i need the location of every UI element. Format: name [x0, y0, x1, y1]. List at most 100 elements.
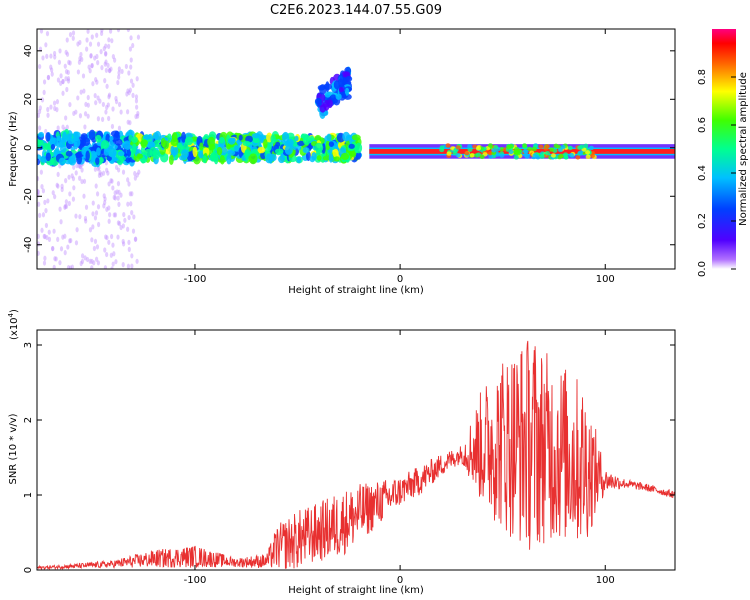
spectrogram-cell [583, 143, 589, 149]
spectrogram-speckle [38, 212, 42, 218]
spectrogram-speckle [107, 92, 112, 98]
spectrogram-speckle [114, 99, 119, 105]
spectrogram-cell [332, 148, 339, 158]
spectrogram-speckle [105, 83, 109, 89]
spectrogram-cell [523, 152, 529, 158]
spectrogram-speckle [65, 86, 69, 93]
spectrogram-cell [479, 154, 485, 160]
spectrogram-speckle [47, 236, 52, 242]
spectrogram-speckle [60, 186, 64, 193]
spectrogram-cell [455, 153, 461, 158]
spectrogram-speckle [110, 38, 114, 44]
spectrogram-speckle [126, 226, 130, 232]
spectrogram-speckle [121, 169, 126, 175]
spectrogram-speckle [77, 59, 82, 65]
spectrogram-cell [445, 143, 451, 148]
spectrogram-speckle [113, 195, 117, 201]
spectrogram-speckle [52, 228, 56, 234]
snr-background [37, 330, 675, 570]
spectrogram-cell [464, 150, 470, 156]
spectrogram-speckle [126, 109, 130, 115]
spectrogram-cell [588, 145, 594, 151]
spectrogram-cell [203, 134, 210, 140]
spectrogram-cell [538, 144, 544, 150]
spectrogram-speckle [67, 59, 71, 65]
spectrogram-cell [177, 142, 183, 148]
spectrogram-speckle [50, 67, 54, 73]
spectrogram-speckle [96, 41, 101, 47]
spectrogram-cell [274, 148, 284, 154]
spectrogram-speckle [125, 91, 129, 97]
spectrogram-speckle [45, 31, 50, 37]
spectrogram-speckle [88, 258, 92, 264]
spectrogram-cell [181, 131, 186, 143]
snr-y-label: SNR (10 * v/v) [8, 413, 19, 484]
spectrogram-cell [575, 155, 581, 160]
spectrogram-y-label: Frequency (Hz) [8, 111, 19, 187]
spectrogram-speckle [55, 99, 60, 105]
spectrogram-cell [234, 145, 240, 152]
spectrogram-speckle [90, 265, 94, 269]
spectrogram-speckle [66, 244, 70, 250]
spectrogram-cell [265, 153, 273, 164]
spectrogram-speckle [107, 205, 111, 211]
spectrogram-speckle [93, 55, 97, 61]
spectrogram-speckle [109, 66, 113, 72]
spectrogram-cell [316, 155, 322, 161]
spectrogram-speckle [77, 163, 81, 169]
spectrogram-speckle [126, 119, 130, 125]
spectrogram-cell [263, 138, 268, 149]
spectrogram-speckle [127, 70, 131, 76]
spectrogram-speckle [53, 256, 57, 262]
spectrogram-cell [281, 131, 290, 143]
spectrogram-speckle [41, 55, 45, 61]
spectrogram-cell [238, 134, 243, 141]
spectrogram-speckle [129, 35, 133, 41]
spectrogram-speckle [88, 227, 93, 233]
spectrogram-speckle [93, 215, 98, 221]
spectrogram-speckle [85, 46, 89, 52]
spectrogram-speckle [64, 203, 69, 209]
spectrogram-speckle [94, 256, 99, 262]
spectrogram-speckle [58, 206, 62, 212]
spectrogram-cell [302, 134, 311, 146]
snr-multiplier-exp: 4 [7, 312, 15, 317]
spectrogram-speckle [64, 49, 68, 55]
spectrogram-cell [488, 154, 494, 159]
spectrogram-speckle [66, 78, 71, 84]
spectrogram-speckle [44, 128, 48, 135]
spectrogram-speckle [66, 69, 70, 76]
spectrogram-speckle [117, 221, 122, 227]
spectrogram-speckle [111, 242, 115, 248]
spectrogram-speckle [95, 53, 99, 60]
spectrogram-speckle [117, 74, 121, 80]
spectrogram-cell [171, 132, 178, 143]
spectrogram-speckle [68, 191, 72, 197]
spectrogram-cell [579, 144, 585, 149]
spectrogram-x-label: Height of straight line (km) [288, 285, 424, 296]
spectrogram-cell [95, 134, 102, 143]
spectrogram-speckle [46, 198, 50, 204]
spectrogram-speckle [134, 94, 139, 100]
spectrogram-cell [355, 151, 362, 160]
spectrogram-cell [476, 152, 482, 157]
spectrogram-speckle [100, 65, 104, 71]
spectrogram-speckle [72, 185, 76, 191]
spectrogram-speckle [104, 59, 108, 65]
spectrogram-speckle [37, 250, 40, 256]
x-tick-label: -100 [184, 274, 207, 285]
spectrogram-cell [345, 75, 353, 82]
spectrogram-speckle [68, 265, 73, 269]
spectrogram-speckle [100, 116, 105, 122]
spectrogram-speckle [63, 250, 67, 256]
colorbar-gradient [712, 29, 736, 269]
y-tick-label: 40 [23, 44, 34, 57]
spectrogram-speckle [130, 253, 134, 259]
spectrogram-speckle [104, 234, 108, 240]
spectrogram-speckle [80, 167, 84, 173]
spectrogram-cell [209, 152, 216, 162]
spectrogram-cell [545, 151, 551, 156]
spectrogram-speckle [46, 112, 50, 118]
spectrogram-speckle [99, 49, 103, 55]
spectrogram-speckle [107, 67, 112, 73]
